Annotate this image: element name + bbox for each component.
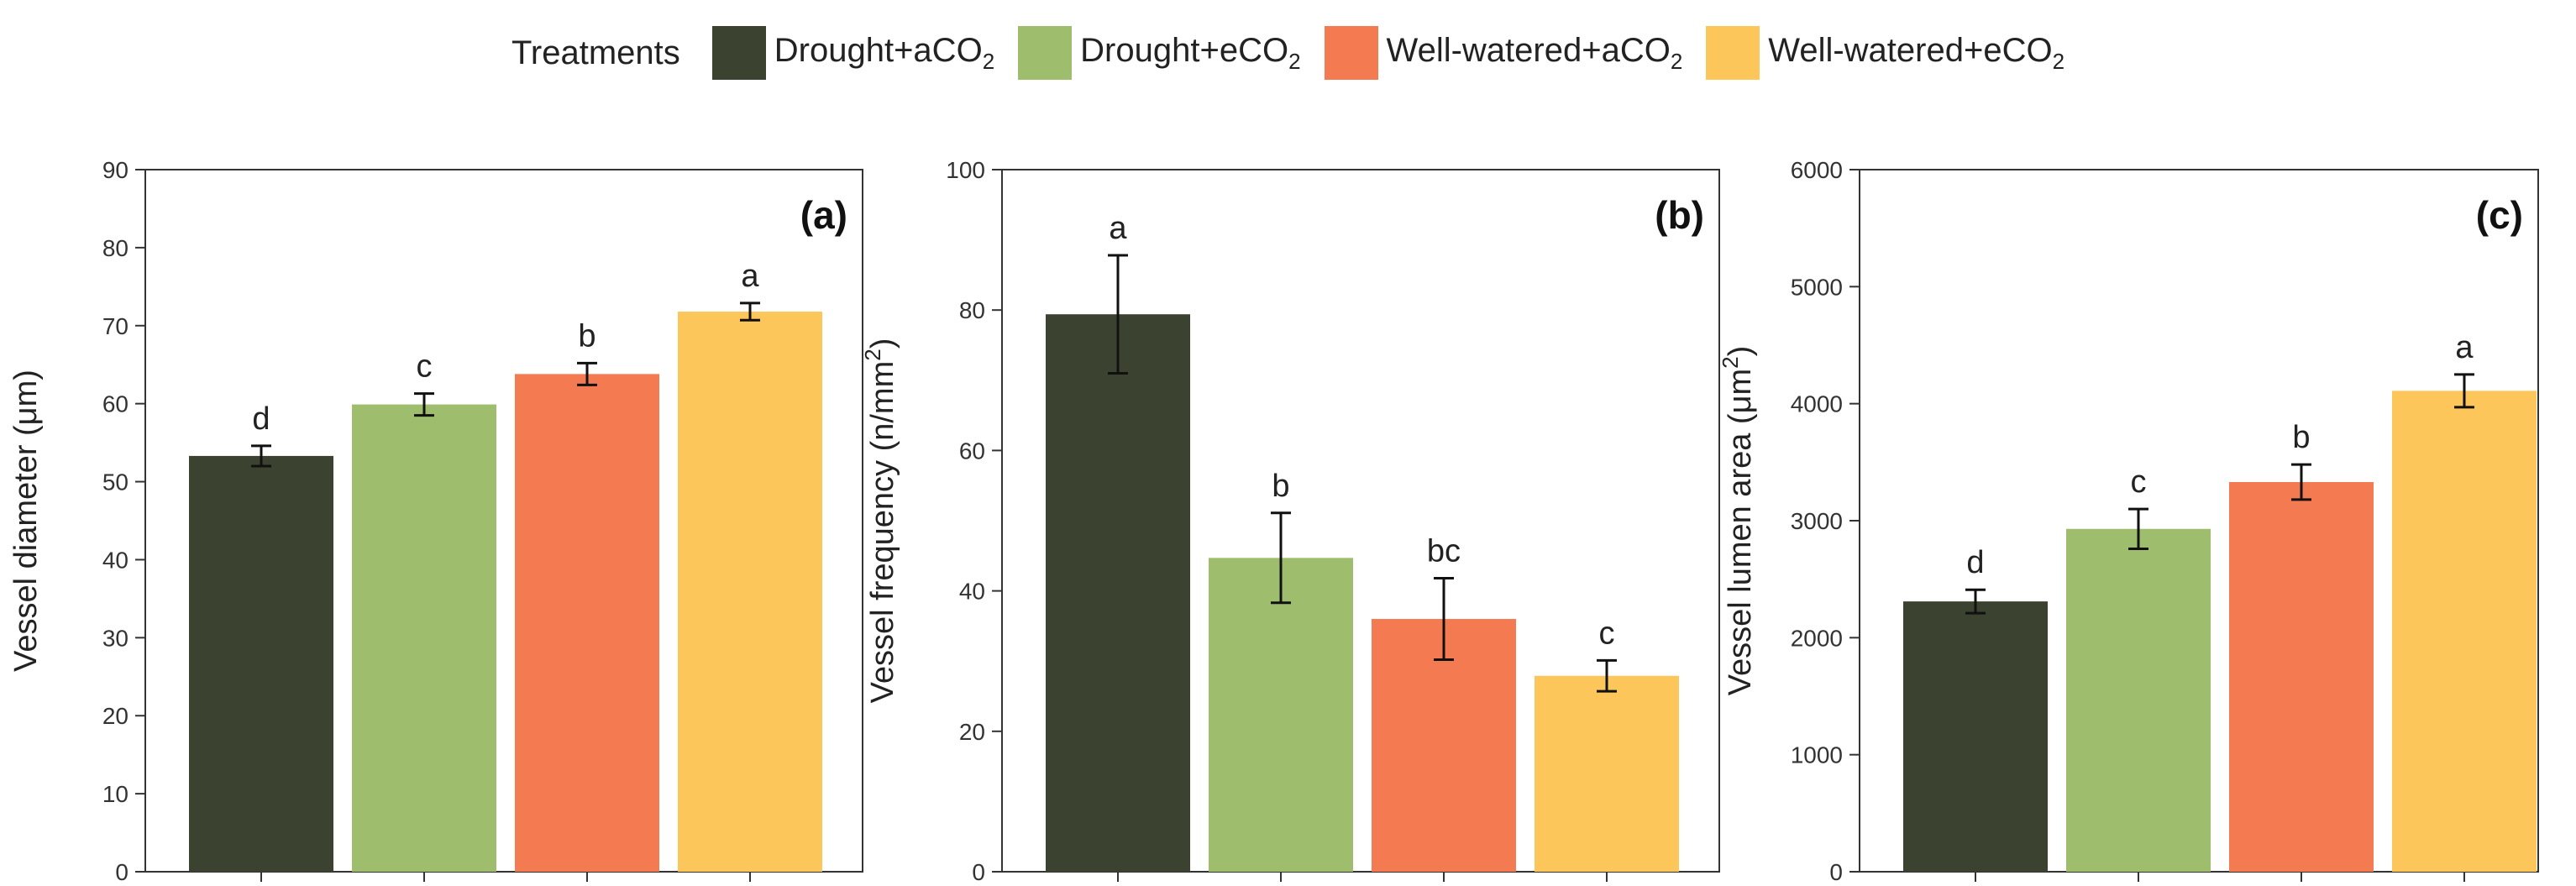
significance-letter: d <box>252 401 270 437</box>
y-tick-label: 80 <box>102 235 129 261</box>
panel-label: (a) <box>800 193 847 237</box>
bar <box>515 374 659 872</box>
significance-letter: a <box>2455 330 2474 365</box>
y-tick-label: 1000 <box>1791 742 1843 768</box>
significance-letter: c <box>2131 464 2147 500</box>
y-tick-label: 40 <box>959 579 985 605</box>
significance-letter: a <box>741 259 759 294</box>
y-tick-label: 4000 <box>1791 391 1843 417</box>
y-tick-label: 100 <box>946 157 985 183</box>
y-tick-label: 80 <box>959 297 985 323</box>
y-axis-label: Vessel diameter (μm) <box>8 370 44 672</box>
y-tick-label: 70 <box>102 313 129 339</box>
significance-letter: bc <box>1427 534 1461 569</box>
legend-item-wellwatered-eco2: Well-watered+eCO2 <box>1706 26 2064 80</box>
y-tick-label: 0 <box>1829 859 1843 885</box>
bar <box>678 312 822 873</box>
significance-letter: d <box>1966 545 1984 580</box>
y-tick-label: 40 <box>102 547 129 573</box>
bar <box>1372 619 1516 872</box>
bar <box>189 455 333 872</box>
plot-frame <box>1001 169 1720 873</box>
y-tick-label: 6000 <box>1791 157 1843 183</box>
bar <box>1046 314 1190 872</box>
y-axis-label: Vessel frequency (n/mm2) <box>860 338 900 704</box>
legend-item-wellwatered-aco2: Well-watered+aCO2 <box>1324 26 1683 80</box>
legend-swatch <box>711 26 766 80</box>
legend-label: Well-watered+aCO2 <box>1386 31 1683 74</box>
significance-letter: b <box>1272 469 1289 504</box>
y-tick-label: 10 <box>102 781 129 807</box>
legend-item-drought-eco2: Drought+eCO2 <box>1018 26 1301 80</box>
legend-label: Drought+aCO2 <box>774 31 995 74</box>
legend-swatch <box>1706 26 1760 80</box>
panel-label: (c) <box>2476 193 2523 237</box>
significance-letter: c <box>417 349 433 385</box>
bar <box>2066 528 2211 872</box>
legend-item-drought-aco2: Drought+aCO2 <box>711 26 995 80</box>
y-tick-label: 60 <box>959 438 985 464</box>
bar <box>1209 558 1353 872</box>
y-tick-label: 5000 <box>1791 274 1843 300</box>
y-tick-label: 20 <box>959 719 985 745</box>
legend-swatch <box>1324 26 1378 80</box>
legend-label: Well-watered+eCO2 <box>1768 31 2065 74</box>
bar <box>2392 391 2537 873</box>
bar <box>1535 675 1679 872</box>
legend: Treatments Drought+aCO2 Drought+eCO2 Wel… <box>0 24 2576 82</box>
plot-frame <box>144 169 863 873</box>
significance-letter: a <box>1109 211 1127 246</box>
bar <box>2229 482 2374 872</box>
bar <box>352 404 496 872</box>
y-tick-label: 20 <box>102 703 129 729</box>
significance-letter: c <box>1599 616 1615 651</box>
y-tick-label: 3000 <box>1791 508 1843 534</box>
y-tick-label: 30 <box>102 625 129 651</box>
legend-title: Treatments <box>511 34 680 71</box>
y-tick-label: 60 <box>102 391 129 417</box>
y-tick-label: 90 <box>102 157 129 183</box>
y-axis-label: Vessel lumen area (μm2) <box>1718 346 1758 696</box>
y-tick-label: 2000 <box>1791 625 1843 651</box>
legend-label: Drought+eCO2 <box>1080 31 1301 74</box>
significance-letter: b <box>578 318 595 354</box>
bar <box>1903 601 2048 872</box>
y-tick-label: 0 <box>972 859 985 885</box>
y-tick-label: 0 <box>115 859 129 885</box>
significance-letter: b <box>2292 420 2310 455</box>
legend-swatch <box>1018 26 1073 80</box>
panel-label: (b) <box>1655 193 1704 237</box>
y-tick-label: 50 <box>102 469 129 495</box>
